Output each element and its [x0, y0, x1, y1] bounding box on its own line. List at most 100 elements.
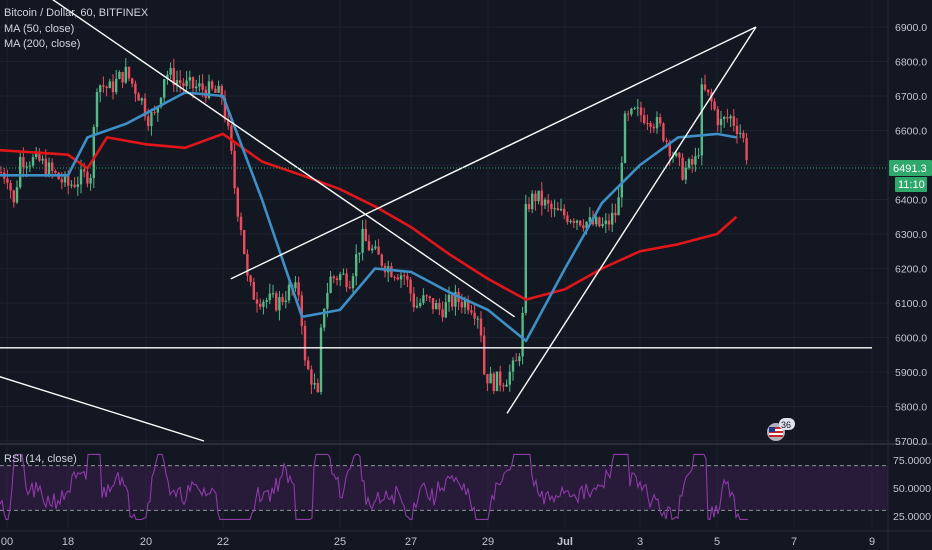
candle: [684, 161, 687, 185]
price-tick-label: 6600.0: [895, 126, 927, 138]
candle: [255, 292, 259, 313]
price-tick-label: 5900.0: [895, 367, 927, 379]
last-price-badge: 6491.3 11:10: [889, 160, 932, 193]
candle: [332, 274, 335, 284]
candle: [495, 371, 499, 392]
candle: [582, 219, 585, 232]
candle: [150, 108, 153, 136]
candle: [243, 229, 246, 255]
candle: [617, 187, 620, 216]
candle: [489, 366, 492, 384]
candle: [223, 90, 227, 123]
candle: [102, 76, 105, 93]
candle: [227, 112, 230, 130]
candle: [406, 272, 409, 288]
candle: [412, 287, 415, 312]
candle: [281, 293, 284, 306]
candle: [361, 220, 364, 261]
time-axis[interactable]: 00 18 20 22 25 27 29 Jul 3 5 7 9: [1, 536, 875, 548]
candle: [265, 297, 268, 309]
candle: [339, 271, 342, 287]
candle: [723, 115, 726, 128]
price-tick-label: 6800.0: [895, 57, 927, 69]
trendline[interactable]: [52, 0, 515, 318]
time-tick-label: 25: [334, 536, 346, 548]
candle: [236, 186, 239, 222]
time-tick-label: 7: [791, 536, 797, 548]
grid: [0, 0, 888, 528]
price-tick-label: 6100.0: [895, 298, 927, 310]
candle: [259, 298, 262, 310]
candle: [188, 70, 191, 90]
time-tick-label: 00: [1, 536, 13, 548]
rsi-legend[interactable]: RSI (14, close): [4, 453, 77, 465]
candle: [556, 202, 559, 211]
candle: [415, 296, 419, 309]
price-tick-label: 6300.0: [895, 229, 927, 241]
trendline[interactable]: [506, 26, 757, 414]
ma200-line: [0, 132, 738, 301]
candle: [367, 234, 371, 251]
symbol-title[interactable]: Bitcoin / Dollar, 60, BITFINEX: [4, 7, 149, 19]
rsi-tick-label: 50.0000: [893, 483, 931, 495]
economic-event-badge[interactable]: 36: [767, 418, 795, 441]
candle: [643, 107, 646, 125]
candle: [335, 275, 339, 286]
candle: [572, 218, 575, 228]
candle: [156, 106, 159, 122]
rsi-tick-label: 25.0000: [893, 511, 931, 523]
candle: [659, 113, 662, 127]
time-tick-label: 22: [217, 536, 229, 548]
candle: [409, 276, 412, 302]
candle: [467, 295, 470, 315]
trendline[interactable]: [230, 26, 757, 280]
candle: [143, 93, 147, 121]
candle: [342, 268, 345, 276]
candle: [121, 71, 124, 89]
candle: [275, 291, 278, 312]
candle: [729, 114, 732, 128]
candle: [63, 171, 67, 187]
candle: [0, 166, 3, 174]
candle: [531, 190, 534, 214]
trendline[interactable]: [0, 355, 205, 442]
candle: [9, 180, 12, 199]
time-tick-label: Jul: [557, 536, 573, 548]
price-tick-label: 6400.0: [895, 195, 927, 207]
candle: [268, 283, 271, 305]
candle: [604, 213, 607, 233]
candle: [316, 378, 319, 393]
ma50-legend[interactable]: MA (50, close): [4, 22, 75, 35]
candle: [172, 58, 175, 92]
candle: [633, 106, 636, 110]
candle: [700, 77, 703, 166]
candle: [220, 83, 223, 105]
candle: [239, 212, 243, 236]
candle: [19, 151, 22, 190]
candle: [28, 161, 31, 173]
candle: [732, 108, 735, 132]
candle: [345, 268, 348, 292]
candle: [563, 204, 566, 220]
candle: [371, 244, 374, 254]
candle: [739, 124, 742, 139]
candle: [159, 96, 163, 109]
candle: [15, 180, 19, 205]
ma200-legend[interactable]: MA (200, close): [4, 38, 81, 50]
candle: [707, 89, 710, 96]
candle: [479, 311, 483, 343]
candle: [191, 76, 195, 99]
candle: [393, 275, 396, 281]
candle: [524, 194, 527, 316]
time-tick-label: 27: [405, 536, 417, 548]
candle: [470, 304, 473, 316]
price-tick-label: 6000.0: [895, 333, 927, 345]
candle: [355, 244, 358, 286]
candle: [294, 275, 297, 292]
candle: [566, 211, 569, 225]
rsi-line: [0, 453, 748, 521]
candle: [534, 190, 537, 211]
candle: [540, 182, 543, 216]
price-axis[interactable]: 6900.06800.06700.06600.06500.06400.06300…: [895, 22, 927, 448]
